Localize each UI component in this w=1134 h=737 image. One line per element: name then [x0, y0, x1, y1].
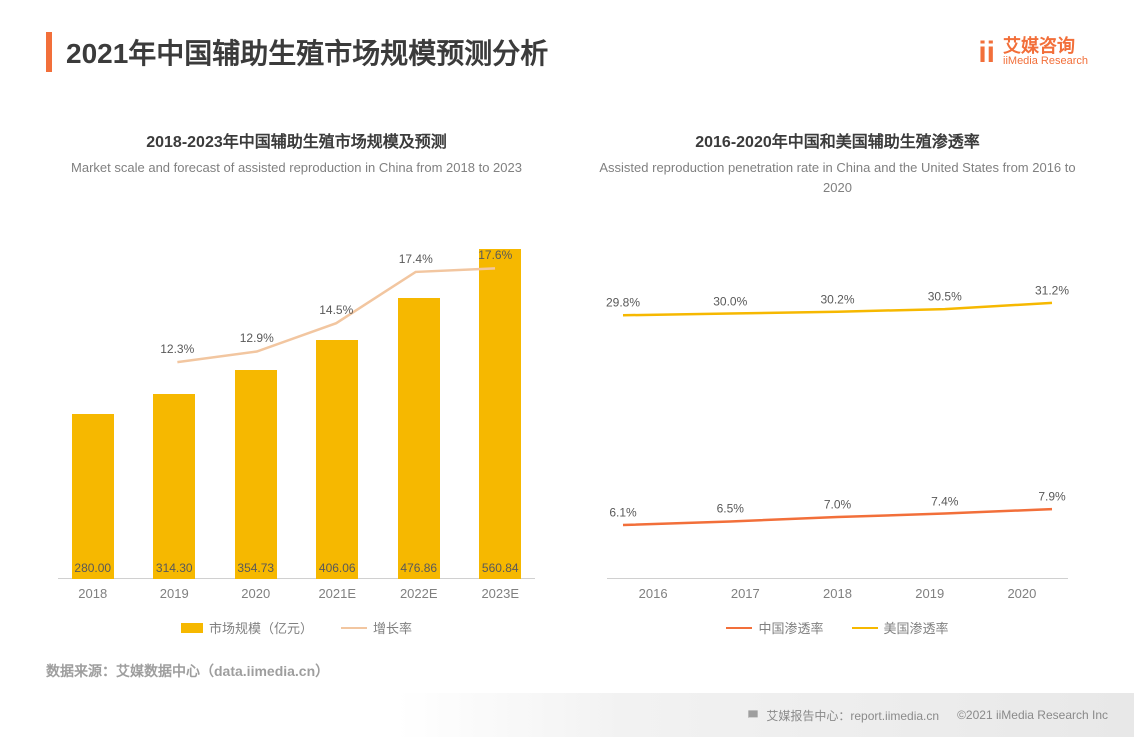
footer-report: 艾媒报告中心：report.iimedia.cn: [766, 707, 939, 724]
right-chart-title-cn: 2016-2020年中国和美国辅助生殖渗透率: [587, 128, 1088, 152]
lines-area: 6.1% 6.5% 7.0% 7.4% 7.9% 29.8% 30.0% 30.2% 30.5%…: [587, 225, 1088, 579]
bar-col: 314.30: [140, 226, 210, 580]
x-tick: 2019: [884, 586, 976, 601]
line-value-label: 7.0%: [824, 497, 851, 511]
line-value-label: 30.5%: [928, 289, 962, 303]
line-value-label: 7.9%: [1038, 489, 1065, 503]
left-plot: 280.00 314.30 354.73 406.06 476.86 560.84 201…: [46, 196, 547, 650]
legend-item: 中国渗透率: [726, 618, 823, 637]
data-source: 数据来源：艾媒数据中心（data.iimedia.cn）: [46, 661, 329, 681]
bar: [153, 394, 195, 579]
line-value-label: 30.2%: [820, 292, 854, 306]
legend-line-label: 增长率: [373, 618, 412, 637]
x-tick: 2020: [976, 586, 1068, 601]
logo-cn: 艾媒咨询: [1003, 37, 1088, 56]
bar: [479, 249, 521, 579]
legend-series-label: 中国渗透率: [758, 618, 823, 637]
title-wrap: 2021年中国辅助生殖市场规模预测分析: [46, 32, 548, 72]
left-chart-title-en: Market scale and forecast of assisted re…: [46, 158, 547, 178]
x-tick: 2017: [699, 586, 791, 601]
bar-value-label: 354.73: [221, 561, 291, 575]
accent-bar: [46, 32, 52, 72]
footer-icon: [746, 708, 760, 722]
bar-value-label: 406.06: [303, 561, 373, 575]
charts-row: 2018-2023年中国辅助生殖市场规模及预测 Market scale and…: [46, 128, 1088, 649]
bar: [72, 414, 114, 579]
left-chart-title-cn: 2018-2023年中国辅助生殖市场规模及预测: [46, 128, 547, 152]
bar-value-label: 476.86: [384, 561, 454, 575]
x-tick: 2018: [58, 586, 128, 601]
x-tick: 2019: [140, 586, 210, 601]
legend-item: 美国渗透率: [852, 618, 949, 637]
growth-label: 17.4%: [399, 252, 433, 266]
bar: [316, 340, 358, 579]
bar-value-label: 560.84: [466, 561, 536, 575]
x-tick: 2016: [607, 586, 699, 601]
right-chart: 2016-2020年中国和美国辅助生殖渗透率 Assisted reproduc…: [587, 128, 1088, 649]
right-line-overlay: [587, 225, 1088, 579]
legend-line: 增长率: [341, 618, 412, 637]
right-x-axis: 20162017201820192020: [587, 586, 1088, 601]
line-swatch-icon: [726, 627, 752, 629]
line-swatch-icon: [341, 627, 367, 629]
growth-label: 12.9%: [240, 331, 274, 345]
logo-en: iiMedia Research: [1003, 56, 1088, 68]
line-swatch-icon: [852, 627, 878, 629]
line-value-label: 31.2%: [1035, 283, 1069, 297]
growth-label: 14.5%: [319, 303, 353, 317]
bar-col: 476.86: [384, 226, 454, 580]
legend-bar-label: 市场规模（亿元）: [209, 618, 313, 637]
bar-col: 280.00: [58, 226, 128, 580]
growth-label: 12.3%: [160, 342, 194, 356]
left-chart: 2018-2023年中国辅助生殖市场规模及预测 Market scale and…: [46, 128, 547, 649]
x-tick: 2018: [791, 586, 883, 601]
bars-area: 280.00 314.30 354.73 406.06 476.86 560.84: [46, 226, 547, 580]
bar: [398, 298, 440, 579]
growth-label: 17.6%: [478, 248, 512, 262]
right-chart-title-en: Assisted reproduction penetration rate i…: [587, 158, 1088, 197]
legend-bar: 市场规模（亿元）: [181, 618, 313, 637]
line-value-label: 6.5%: [717, 502, 744, 516]
bar-value-label: 314.30: [140, 561, 210, 575]
footer: 艾媒报告中心：report.iimedia.cn ©2021 iiMedia R…: [0, 693, 1134, 737]
page-title: 2021年中国辅助生殖市场规模预测分析: [66, 32, 548, 72]
bar: [235, 370, 277, 579]
right-legend: 中国渗透率 美国渗透率: [587, 618, 1088, 637]
left-x-axis: 2018 2019 2020 2021E 2022E 2023E: [46, 586, 547, 601]
footer-copyright: ©2021 iiMedia Research Inc: [957, 708, 1108, 722]
bar-col: 406.06: [303, 226, 373, 580]
line-value-label: 6.1%: [609, 505, 636, 519]
line-value-label: 7.4%: [931, 494, 958, 508]
left-legend: 市场规模（亿元） 增长率: [46, 618, 547, 637]
bar-value-label: 280.00: [58, 561, 128, 575]
bar-swatch-icon: [181, 623, 203, 633]
line-value-label: 30.0%: [713, 294, 747, 308]
x-tick: 2020: [221, 586, 291, 601]
x-tick: 2023E: [466, 586, 536, 601]
header: 2021年中国辅助生殖市场规模预测分析 ii 艾媒咨询 iiMedia Rese…: [46, 32, 1088, 72]
bar-col: 354.73: [221, 226, 291, 580]
x-tick: 2022E: [384, 586, 454, 601]
x-tick: 2021E: [303, 586, 373, 601]
bar-col: 560.84: [466, 226, 536, 580]
logo-mark-icon: ii: [978, 39, 995, 66]
line-value-label: 29.8%: [606, 296, 640, 310]
right-plot: 6.1% 6.5% 7.0% 7.4% 7.9% 29.8% 30.0% 30.2% 30.5%…: [587, 215, 1088, 649]
brand-logo: ii 艾媒咨询 iiMedia Research: [978, 37, 1088, 67]
legend-series-label: 美国渗透率: [884, 618, 949, 637]
